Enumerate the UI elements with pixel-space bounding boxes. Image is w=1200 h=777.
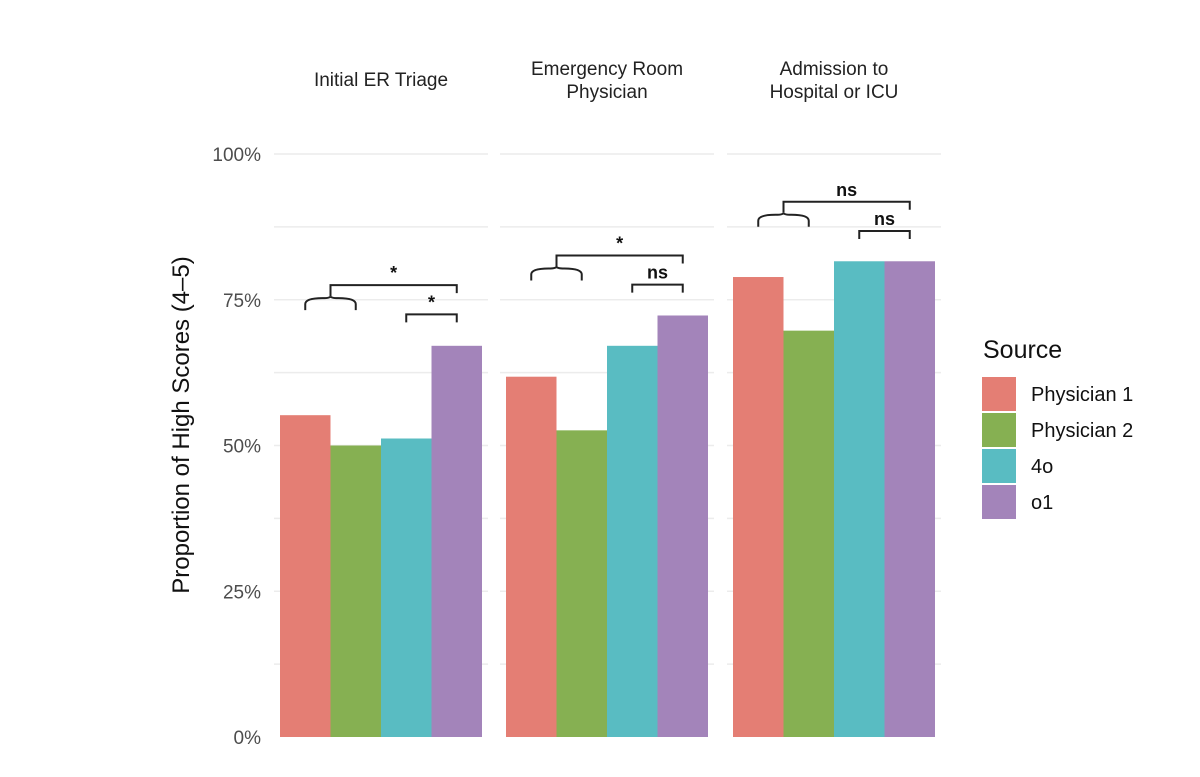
significance-bracket-inner bbox=[858, 229, 911, 239]
facet-title-line: Hospital or ICU bbox=[770, 82, 899, 103]
significance-label: * bbox=[428, 292, 435, 312]
significance-label: ns bbox=[836, 180, 857, 200]
comparison-group-brace bbox=[757, 212, 810, 227]
bar-4o bbox=[607, 345, 658, 737]
legend-key-swatch bbox=[982, 413, 1016, 447]
legend-key-swatch bbox=[982, 449, 1016, 483]
y-tick-label: 25% bbox=[223, 582, 261, 603]
legend-entry-label: Physician 2 bbox=[1031, 420, 1133, 442]
bar-4o bbox=[834, 261, 885, 737]
y-tick-label: 50% bbox=[223, 437, 261, 458]
bar-physician-2 bbox=[330, 445, 381, 737]
bar-o1 bbox=[431, 345, 482, 737]
legend-entry-label: 4o bbox=[1031, 456, 1053, 478]
bar-physician-1 bbox=[733, 277, 784, 737]
y-tick-label: 0% bbox=[234, 728, 262, 749]
legend-entry-label: Physician 1 bbox=[1031, 384, 1133, 406]
bar-physician-2 bbox=[783, 330, 834, 737]
significance-bracket-outer bbox=[329, 284, 458, 297]
significance-label: ns bbox=[874, 209, 895, 229]
legend-title: Source bbox=[983, 336, 1062, 364]
facet-title-line: Physician bbox=[566, 82, 647, 103]
facet-title-line: Admission to bbox=[780, 59, 889, 80]
legend-key-swatch bbox=[982, 485, 1016, 519]
significance-bracket-inner bbox=[405, 313, 458, 323]
bar-o1 bbox=[657, 315, 708, 737]
significance-bracket-inner bbox=[631, 283, 684, 293]
bar-4o bbox=[381, 438, 432, 737]
legend-entry-label: o1 bbox=[1031, 492, 1053, 514]
y-axis-label: Proportion of High Scores (4–5) bbox=[168, 256, 195, 594]
significance-bracket-outer bbox=[782, 200, 911, 213]
significance-label: * bbox=[390, 263, 397, 283]
legend-key-swatch bbox=[982, 377, 1016, 411]
comparison-group-brace bbox=[304, 295, 357, 311]
significance-bracket-outer bbox=[555, 254, 684, 267]
y-tick-label: 75% bbox=[223, 291, 261, 312]
significance-label: * bbox=[616, 233, 623, 253]
facet-title-line: Initial ER Triage bbox=[314, 70, 448, 91]
bar-physician-1 bbox=[506, 376, 557, 737]
comparison-group-brace bbox=[530, 266, 583, 281]
bar-physician-1 bbox=[280, 415, 331, 737]
y-tick-label: 100% bbox=[212, 145, 261, 166]
facet-title-line: Emergency Room bbox=[531, 59, 683, 80]
significance-label: ns bbox=[647, 263, 668, 283]
bar-o1 bbox=[884, 261, 935, 737]
bar-physician-2 bbox=[556, 430, 607, 737]
